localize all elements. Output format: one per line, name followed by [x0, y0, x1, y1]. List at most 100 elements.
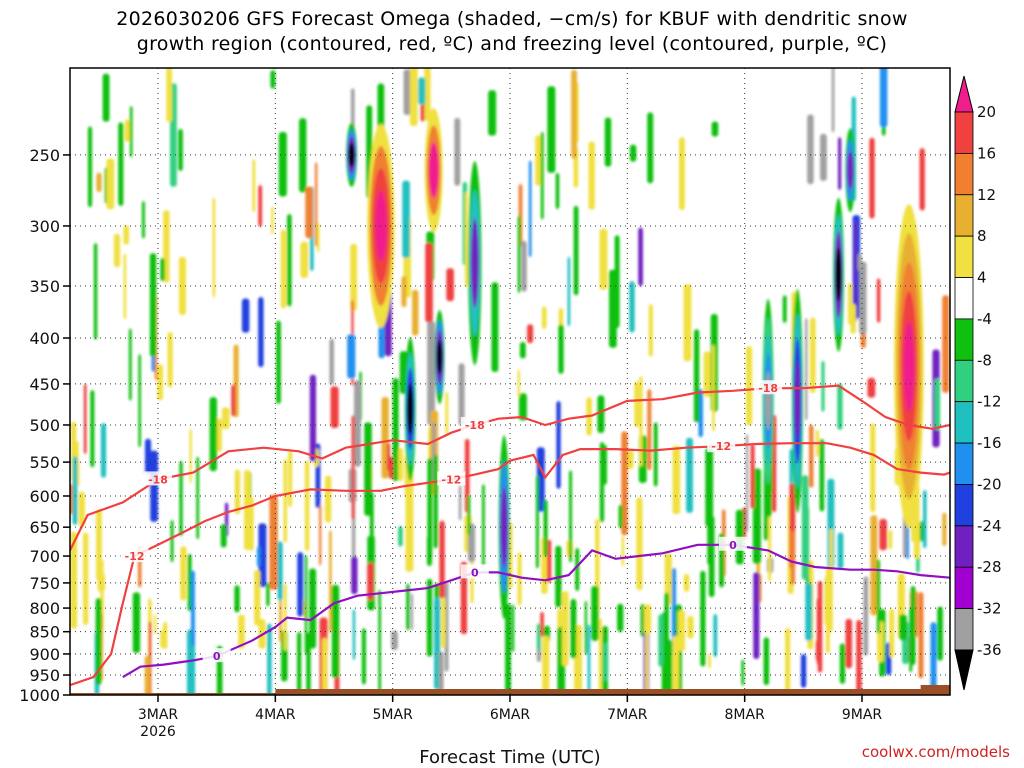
omega-cell: [425, 242, 433, 323]
omega-cell: [297, 552, 304, 617]
omega-cell: [306, 632, 311, 695]
omega-cell: [869, 137, 875, 219]
omega-cell: [922, 489, 927, 549]
omega-cell: [618, 504, 623, 529]
omega-cell: [283, 459, 288, 543]
omega-cell: [72, 456, 78, 525]
omega-cell: [304, 555, 308, 655]
omega-cell: [347, 334, 356, 379]
omega-cell: [467, 494, 471, 536]
omega-cell: [536, 623, 541, 651]
omega-cell: [850, 303, 856, 334]
y-tick-label: 450: [29, 375, 60, 394]
y-tick-label: 1000: [19, 686, 60, 705]
omega-cell: [672, 445, 681, 515]
omega-cell: [428, 142, 439, 198]
omega-cell: [364, 422, 372, 516]
omega-cell: [745, 346, 753, 426]
omega-cell: [454, 117, 461, 186]
y-tick-label: 700: [29, 547, 60, 566]
omega-cell: [287, 213, 292, 307]
y-tick-label: 550: [29, 453, 60, 472]
omega-cell: [234, 585, 240, 613]
omega-cell: [367, 562, 374, 601]
omega-cell: [179, 460, 183, 536]
omega-cell: [763, 637, 770, 686]
omega-cell: [280, 229, 287, 309]
omega-cell: [863, 576, 869, 656]
omega-cell: [919, 520, 924, 542]
omega-cell: [113, 233, 121, 268]
omega-cell: [517, 552, 522, 606]
omega-cell: [712, 344, 715, 432]
omega-cell: [377, 83, 385, 133]
omega-cell: [707, 474, 713, 565]
x-tick-label: 7MAR: [607, 707, 648, 723]
omega-cell: [713, 613, 718, 658]
omega-cell: [190, 570, 195, 647]
omega-cell: [401, 276, 407, 308]
omega-cell: [835, 247, 842, 302]
omega-cell: [196, 456, 200, 540]
colorbar-label: 12: [977, 186, 996, 204]
x-tick-label: 4MAR: [255, 707, 296, 723]
x-tick-label: 9MAR: [842, 707, 883, 723]
omega-cell: [129, 105, 133, 158]
omega-cell: [664, 592, 669, 646]
omega-cell: [441, 597, 446, 649]
omega-cell: [837, 532, 844, 570]
omega-cell: [398, 447, 404, 482]
omega-cell: [78, 491, 85, 527]
omega-cell: [648, 304, 653, 357]
omega-cell: [160, 257, 165, 282]
omega-cell: [406, 583, 410, 631]
colorbar-swatch: [954, 608, 974, 651]
colorbar-label: 16: [977, 144, 996, 162]
terrain: [70, 685, 950, 695]
omega-cell: [258, 185, 263, 227]
omega-cell: [258, 296, 264, 368]
colorbar-label: -12: [977, 393, 1002, 411]
omega-cell: [636, 497, 643, 591]
y-tick-label: 300: [29, 217, 60, 236]
contour-labels: -18 -18 -18 -12 -12 -12 0 0 0: [120, 380, 783, 663]
omega-cell: [378, 589, 381, 694]
colorbar-swatch: [954, 442, 974, 485]
omega-cell: [278, 588, 282, 643]
omega-cell: [541, 306, 547, 330]
omega-shading: [70, 68, 950, 695]
colorbar-label: 4: [977, 269, 987, 287]
x-tick-label: 3MAR: [138, 707, 179, 723]
omega-cell: [708, 653, 711, 669]
omega-cell: [627, 449, 634, 470]
omega-cell: [234, 469, 241, 515]
omega-cell: [870, 515, 878, 616]
omega-cell: [621, 431, 628, 536]
omega-cell: [500, 486, 508, 568]
omega-cell: [831, 68, 835, 133]
colorbar-swatch: [954, 318, 974, 361]
omega-cell: [942, 512, 947, 547]
contour-label: -18: [465, 419, 485, 432]
omega-cell: [445, 391, 449, 435]
omega-cell: [87, 126, 93, 208]
omega-cell: [361, 628, 366, 685]
omega-cell: [768, 503, 772, 582]
omega-cell: [859, 261, 867, 335]
y-tick-label: 750: [29, 574, 60, 593]
omega-cell: [837, 137, 842, 190]
omega-cell: [329, 338, 334, 386]
omega-cell: [678, 137, 685, 211]
omega-cell: [189, 428, 192, 484]
omega-cell: [277, 541, 283, 601]
omega-cell: [90, 390, 95, 468]
omega-cell: [141, 201, 145, 239]
omega-cell: [243, 470, 251, 551]
omega-cell: [604, 117, 612, 167]
contour--12: [70, 442, 950, 687]
omega-cell: [269, 494, 278, 590]
omega-cell: [825, 567, 830, 654]
omega-cell: [845, 618, 853, 669]
omega-cell: [386, 442, 391, 472]
omega-cell: [252, 159, 256, 213]
